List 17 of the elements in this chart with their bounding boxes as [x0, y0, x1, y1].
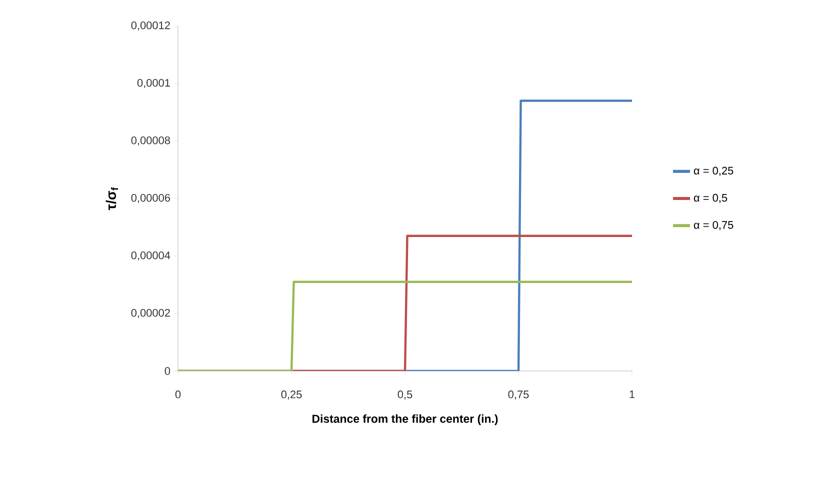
y-axis-title: τ/σ$_{f}$: [106, 187, 118, 210]
x-tick-label: 0: [175, 390, 181, 398]
x-axis-title: Distance from the fiber center (in.): [312, 414, 498, 426]
legend-label: α = 0,25: [694, 166, 734, 176]
y-tick-label: 0,0001: [137, 78, 170, 88]
y-tick-label: 0,00008: [131, 136, 170, 146]
y-tick-label: 0,00002: [131, 308, 170, 318]
x-tick-label: 0,25: [281, 390, 302, 400]
legend-label: α = 0,75: [694, 221, 734, 230]
y-tick-label: 0: [164, 367, 170, 375]
y-tick-label: 0,00012: [131, 21, 170, 31]
x-tick-label: 0,5: [398, 390, 412, 400]
y-tick-label: 0,00004: [131, 251, 170, 261]
x-tick-label: 1: [630, 390, 635, 398]
legend-label: α = 0,5: [694, 194, 728, 203]
x-tick-label: 0,75: [508, 390, 529, 400]
y-tick-label: 0,00006: [131, 194, 170, 204]
